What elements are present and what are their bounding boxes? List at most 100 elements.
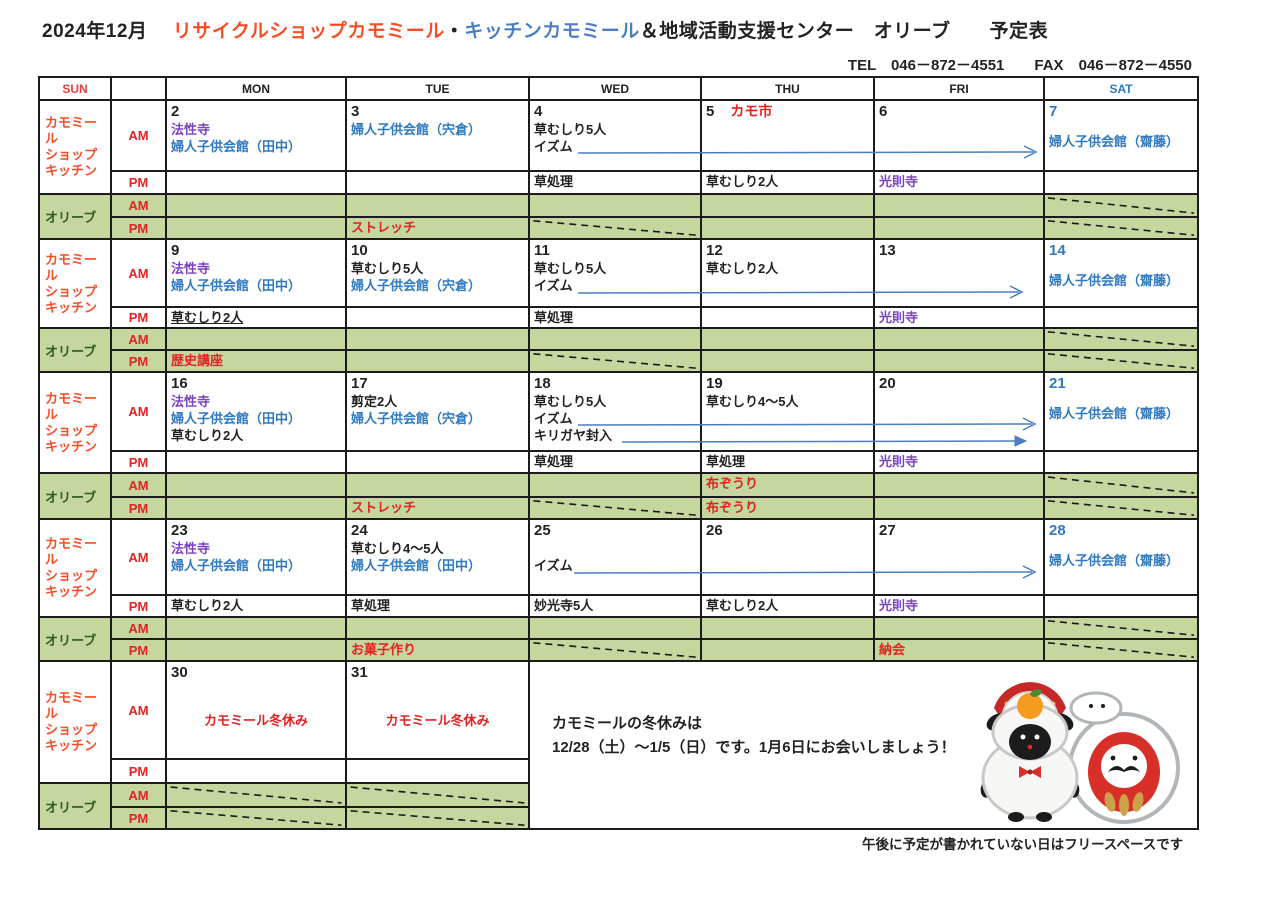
schedule-cell: 20	[873, 371, 1045, 452]
day-number: 20	[879, 375, 896, 392]
schedule-cell: 2 法性寺 婦人子供会館（田中）	[165, 99, 347, 172]
contact-info: TEL 046－872－4551 FAX 046－872－4550	[848, 54, 1192, 75]
schedule-cell	[345, 450, 530, 474]
day-header-mon: MON	[165, 76, 347, 101]
olive-cell	[165, 327, 347, 351]
row-label-chamomile: カモミール ショップ キッチン	[38, 518, 112, 618]
day-number: 19	[706, 375, 723, 392]
ampm-label: PM	[110, 170, 167, 195]
snake-head	[1069, 691, 1123, 725]
row-label-olive: オリーブ	[38, 782, 112, 830]
olive-cell: お菓子作り	[345, 638, 530, 662]
schedule-cell	[1043, 450, 1199, 474]
event-text: 光則寺	[879, 310, 919, 325]
schedule-cell	[345, 170, 530, 195]
ampm-label: AM	[110, 472, 167, 498]
olive-cell	[345, 327, 530, 351]
olive-cell: ストレッチ	[345, 496, 530, 520]
olive-cell: 布ぞうり	[700, 472, 875, 498]
day-header-wed: WED	[528, 76, 702, 101]
schedule-cell: 25 イズム	[528, 518, 702, 596]
olive-cell	[700, 349, 875, 373]
schedule-cell: 草むしり2人	[165, 594, 347, 618]
ampm-label: PM	[110, 349, 167, 373]
day-number: 23	[171, 522, 188, 539]
schedule-cell: 21 婦人子供会館（齋藤）	[1043, 371, 1199, 452]
olive-cell	[1043, 616, 1199, 640]
schedule-cell	[345, 306, 530, 329]
day-header-tue: TUE	[345, 76, 530, 101]
event-text: 草むしり4～5人	[351, 541, 444, 556]
olive-cell	[700, 616, 875, 640]
day-number: 2	[171, 103, 180, 120]
schedule-table: SUN MON TUE WED THU FRI SAT カモミール ショップ キッチン AM 2 法…	[38, 76, 1199, 830]
event-text: 歴史講座	[171, 353, 224, 368]
schedule-cell: 5 カモ市	[700, 99, 875, 172]
schedule-cell: 31 カモミール冬休み	[345, 660, 530, 760]
crossed-out-mark	[1045, 618, 1197, 638]
olive-cell	[873, 327, 1045, 351]
ampm-label: PM	[110, 806, 167, 830]
schedule-cell: 草むしり2人	[700, 594, 875, 618]
olive-cell	[700, 327, 875, 351]
event-text: 布ぞうり	[706, 476, 759, 491]
title-rest: ＆地域活動支援センター オリーブ 予定表	[639, 21, 1049, 42]
olive-cell	[700, 193, 875, 218]
day-number: 13	[879, 242, 896, 259]
row-label-chamomile: カモミール ショップ キッチン	[38, 238, 112, 329]
event-text	[534, 540, 696, 557]
event-text: 草むしり2人	[706, 598, 779, 613]
day-number: 28	[1049, 522, 1066, 539]
schedule-cell: 12 草むしり2人	[700, 238, 875, 308]
olive-cell	[165, 216, 347, 240]
crossed-out-mark	[530, 351, 700, 371]
fan-icon	[994, 682, 1066, 720]
schedule-cell: 9 法性寺 婦人子供会館（田中）	[165, 238, 347, 308]
schedule-cell: 妙光寺5人	[528, 594, 702, 618]
event-text: 婦人子供会館（齋藤）	[1049, 273, 1180, 288]
olive-cell	[1043, 638, 1199, 662]
olive-cell	[528, 349, 702, 373]
ampm-label: PM	[110, 758, 167, 784]
ampm-label: AM	[110, 616, 167, 640]
event-text: 草むしり2人	[171, 428, 244, 443]
winter-holiday-message: カモミールの冬休みは 12/28（土）～1/5（日）です。1月6日にお会いしましょ…	[531, 663, 1196, 760]
crossed-out-mark	[1045, 474, 1197, 496]
event-text: 草処理	[534, 454, 574, 469]
event-text: 納会	[879, 642, 906, 657]
title-kitchen: キッチンカモミール	[464, 21, 640, 42]
ampm-label: PM	[110, 216, 167, 240]
day-number: 9	[171, 242, 180, 259]
olive-cell	[873, 616, 1045, 640]
event-text: 草処理	[351, 598, 391, 613]
event-text: 草むしり5人	[534, 122, 607, 137]
day-number: 11	[534, 242, 550, 259]
schedule-cell: 7 婦人子供会館（齋藤）	[1043, 99, 1199, 172]
olive-cell	[873, 216, 1045, 240]
ampm-label: AM	[110, 238, 167, 308]
event-text: カモミール冬休み	[203, 713, 308, 728]
olive-cell	[1043, 472, 1199, 498]
day-number: 10	[351, 242, 368, 259]
event-text: 布ぞうり	[706, 500, 759, 515]
schedule-cell: 光則寺	[873, 306, 1045, 329]
title-month: 2024年12月	[42, 21, 148, 42]
olive-cell	[528, 638, 702, 662]
event-text: カモ市	[730, 103, 773, 119]
winter-line-1: カモミールの冬休みは	[552, 715, 703, 732]
daruma-illustration	[1088, 732, 1160, 816]
event-text: 剪定2人	[351, 394, 398, 409]
olive-cell: 布ぞうり	[700, 496, 875, 520]
olive-cell	[700, 638, 875, 662]
olive-cell	[165, 782, 347, 808]
event-text: ストレッチ	[351, 500, 417, 515]
olive-cell	[345, 193, 530, 218]
day-number: 21	[1049, 375, 1066, 392]
day-number: 3	[351, 103, 360, 120]
olive-cell: 歴史講座	[165, 349, 347, 373]
event-text: 法性寺	[171, 394, 211, 409]
crossed-out-mark	[530, 498, 700, 518]
schedule-cell	[165, 450, 347, 474]
olive-cell	[528, 496, 702, 520]
schedule-cell	[165, 758, 347, 784]
